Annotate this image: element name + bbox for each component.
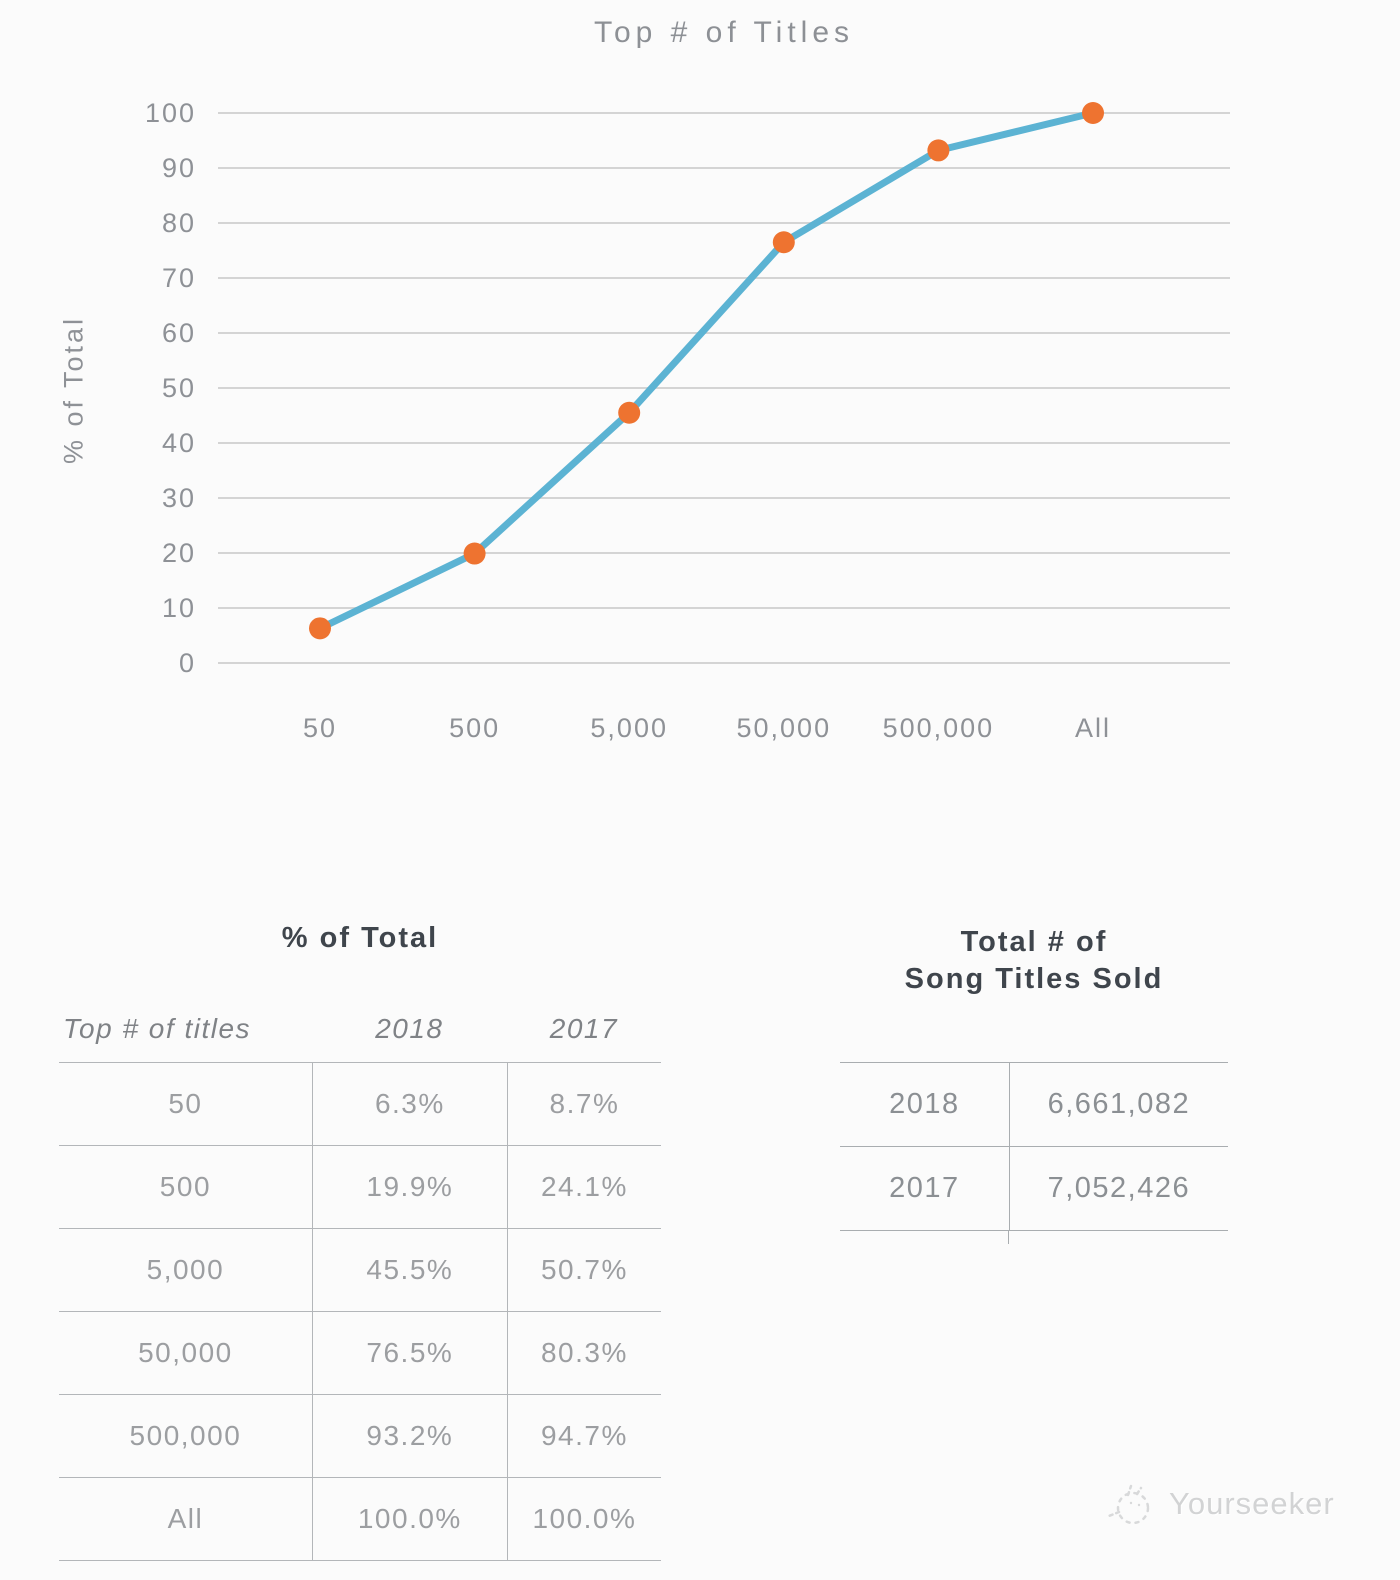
year-label: 2017 <box>889 1172 960 1204</box>
y-tick-label: 50 <box>162 373 196 403</box>
row-label: 50 <box>168 1088 203 1119</box>
x-tick-label: 50,000 <box>737 713 832 743</box>
year-label: 2018 <box>889 1088 960 1120</box>
y-tick-label: 10 <box>162 593 196 623</box>
data-point-marker <box>772 231 795 254</box>
yourseeker-sketch-logo-icon <box>1107 1484 1150 1525</box>
table-row: 2018 6,661,082 <box>840 1063 1228 1146</box>
y-tick-label: 100 <box>145 98 196 128</box>
x-tick-label: 500 <box>449 713 500 743</box>
value-2017: 50.7% <box>506 1229 661 1311</box>
y-tick-label: 60 <box>162 318 196 348</box>
percent-table-header-row: Top # of titles 2018 2017 <box>59 996 661 1062</box>
value-2017: 8.7% <box>506 1063 661 1145</box>
data-point-marker <box>618 401 641 424</box>
y-tick-label: 70 <box>162 263 196 293</box>
line-chart: 0 10 20 30 40 50 60 70 80 90 100 50 500 5,000 50,000 50… <box>145 98 1230 743</box>
column-header-top-titles: Top # of titles <box>63 1013 252 1044</box>
data-point-marker <box>309 617 331 640</box>
value-2017: 94.7% <box>506 1395 661 1477</box>
data-point-marker <box>463 542 486 565</box>
table-row: 2017 7,052,426 <box>840 1146 1228 1230</box>
data-point-marker <box>927 139 950 162</box>
data-point-marker <box>1082 102 1104 124</box>
value-2018: 76.5% <box>311 1312 507 1394</box>
x-tick-label: 500,000 <box>883 713 995 743</box>
value-2018: 93.2% <box>311 1395 507 1477</box>
percent-table: Top # of titles 2018 2017 50 6.3% 8.7% 5… <box>59 996 661 1561</box>
watermark-label: Yourseeker <box>1169 1486 1335 1521</box>
x-tick-label: All <box>1075 713 1111 743</box>
titles-sold-value: 7,052,426 <box>1008 1147 1228 1230</box>
x-tick-label: 50 <box>303 713 337 743</box>
totals-title-line-2: Song Titles Sold <box>904 963 1164 995</box>
value-2018: 6.3% <box>311 1063 507 1145</box>
watermark: Yourseeker <box>1103 1478 1335 1530</box>
y-axis-title: % of Total <box>58 315 89 465</box>
value-2018: 19.9% <box>311 1146 507 1228</box>
y-tick-label: 0 <box>179 648 196 678</box>
value-2017: 24.1% <box>506 1146 661 1228</box>
row-label: All <box>167 1503 204 1534</box>
totals-title-line-1: Total # of <box>960 926 1108 958</box>
y-tick-label: 40 <box>162 428 196 458</box>
value-2018: 100.0% <box>311 1478 507 1560</box>
x-tick-label: 5,000 <box>590 713 668 743</box>
percent-table-title: % of Total <box>281 922 439 954</box>
value-2017: 100.0% <box>506 1478 661 1560</box>
value-2017: 80.3% <box>506 1312 661 1394</box>
totals-table-title: Total # of Song Titles Sold <box>840 924 1228 998</box>
table-row: 500 19.9% 24.1% <box>59 1145 661 1228</box>
totals-table: 2018 6,661,082 2017 7,052,426 <box>840 1062 1228 1244</box>
y-tick-label: 30 <box>162 483 196 513</box>
row-label: 500 <box>159 1171 212 1202</box>
chart-title: Top # of Titles <box>593 16 855 49</box>
table-row: 5,000 45.5% 50.7% <box>59 1228 661 1311</box>
row-label: 500,000 <box>129 1420 242 1451</box>
row-label: 50,000 <box>138 1337 233 1368</box>
trend-line <box>316 109 1097 632</box>
y-tick-label: 20 <box>162 538 196 568</box>
y-tick-label: 80 <box>162 208 196 238</box>
table-row: 50 6.3% 8.7% <box>59 1062 661 1145</box>
table-row: 500,000 93.2% 94.7% <box>59 1394 661 1477</box>
column-header-2018: 2018 <box>375 1013 444 1044</box>
value-2018: 45.5% <box>311 1229 507 1311</box>
column-header-2017: 2017 <box>549 1013 619 1044</box>
row-label: 5,000 <box>146 1254 225 1285</box>
table-row: All 100.0% 100.0% <box>59 1477 661 1561</box>
table-divider <box>1007 1230 1009 1244</box>
y-tick-label: 90 <box>162 153 196 183</box>
table-row: 50,000 76.5% 80.3% <box>59 1311 661 1394</box>
titles-sold-value: 6,661,082 <box>1008 1063 1228 1146</box>
